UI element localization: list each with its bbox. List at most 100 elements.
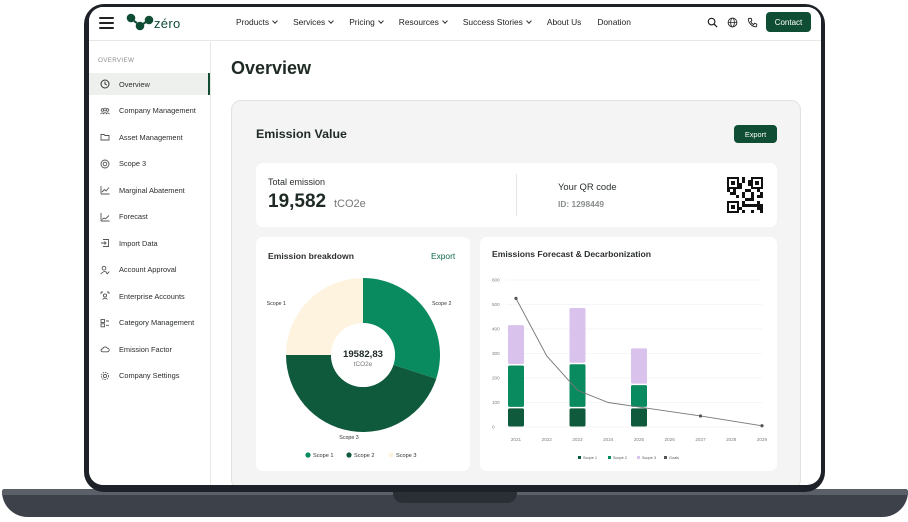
sidebar-section-label: OVERVIEW	[98, 57, 135, 64]
search-icon[interactable]	[707, 17, 718, 28]
goals-line	[515, 298, 763, 427]
nav-item-label: Resources	[398, 17, 439, 27]
qr-code-id: ID: 1298449	[558, 199, 605, 209]
y-tick-label: 600	[492, 278, 500, 283]
bar-scope-2-2025[interactable]	[631, 385, 647, 407]
sidebar-item-overview[interactable]: Overview	[89, 73, 210, 95]
gear-icon	[100, 371, 110, 380]
nav-item-label: Services	[293, 17, 326, 27]
sidebar-item-label: Account Approval	[119, 265, 177, 274]
bar-scope-3-2023[interactable]	[569, 307, 586, 363]
x-tick-label: 2024	[603, 437, 614, 442]
y-tick-label: 0	[492, 425, 495, 430]
folder-icon	[100, 134, 110, 141]
page-title: Overview	[231, 58, 312, 78]
category-icon	[100, 318, 109, 327]
sidebar-item-asset-management[interactable]: Asset Management	[89, 126, 210, 148]
chevron-down-icon	[377, 17, 384, 24]
nav-item-products[interactable]: Products	[236, 17, 278, 27]
sidebar-item-label: Enterprise Accounts	[119, 291, 185, 301]
donut-slice-scope-2[interactable]	[286, 355, 437, 432]
bar-scope-2-2021[interactable]	[508, 365, 524, 407]
total-emission-label: Total emission	[268, 177, 326, 187]
users-icon	[100, 107, 110, 114]
sidebar-item-company-management[interactable]: Company Management	[89, 100, 210, 122]
x-tick-label: 2023	[572, 437, 583, 442]
donut-slice-scope-3[interactable]	[286, 278, 363, 355]
bar-scope-3-2021[interactable]	[508, 325, 524, 365]
legend-swatch	[346, 452, 352, 458]
legend-swatch	[608, 456, 611, 459]
donut-slices	[286, 278, 440, 432]
x-tick-label: 2027	[695, 437, 706, 442]
sidebar-item-forecast[interactable]: Forecast	[89, 206, 210, 228]
sidebar-item-enterprise-accounts[interactable]: Enterprise Accounts	[89, 285, 210, 307]
card-divider	[516, 174, 517, 216]
legend-swatch	[637, 456, 640, 459]
sidebar-item-marginal-abatement[interactable]: Marginal Abatement	[89, 179, 210, 201]
sidebar-item-scope-3[interactable]: Scope 3	[89, 153, 210, 175]
sidebar-item-emission-factor[interactable]: Emission Factor	[89, 338, 210, 360]
contact-button[interactable]: Contact	[766, 12, 811, 32]
sidebar-item-label: Asset Management	[119, 132, 183, 142]
nav-item-label: Success Stories	[462, 17, 523, 27]
sidebar-item-import-data[interactable]: Import Data	[89, 232, 210, 254]
sidebar-item-label: Overview	[119, 79, 150, 89]
x-tick-label: 2022	[542, 437, 553, 442]
cloud-icon	[100, 346, 110, 353]
sidebar-item-label: Company Management	[119, 106, 196, 115]
sidebar-item-account-approval[interactable]: Account Approval	[89, 259, 210, 281]
nav-item-success-stories[interactable]: Success Stories	[462, 17, 532, 27]
sidebar-item-label: Marginal Abatement	[119, 185, 185, 195]
zero-logo[interactable]: zéro	[126, 13, 186, 35]
target-icon	[100, 159, 110, 168]
goals-point	[514, 296, 518, 300]
qr-code-label: Your QR code	[558, 181, 617, 192]
import-icon	[101, 239, 109, 247]
legend-label: Scope 2	[354, 453, 375, 459]
x-tick-label: 2026	[665, 437, 676, 442]
sidebar-item-label: Category Management	[119, 318, 195, 327]
export-button[interactable]: Export	[734, 125, 777, 143]
sidebar-item-label: Emission Factor	[119, 344, 172, 354]
bar-scope-1-2025[interactable]	[631, 408, 647, 427]
nav-item-resources[interactable]: Resources	[398, 17, 448, 27]
y-tick-label: 500	[492, 302, 500, 307]
y-tick-label: 200	[492, 376, 500, 381]
bar-scope-3-2025[interactable]	[631, 348, 647, 384]
legend-label: Scope 3	[642, 456, 656, 460]
sidebar-item-company-settings[interactable]: Company Settings	[89, 365, 210, 387]
main-nav: Products Services Pricing Resources Success …	[236, 17, 631, 27]
sidebar-item-category-management[interactable]: Category Management	[89, 312, 210, 334]
x-tick-label: 2029	[757, 437, 768, 442]
hamburger-menu-icon[interactable]	[99, 17, 114, 29]
y-tick-label: 100	[492, 400, 500, 405]
total-emission-value: 19,582	[268, 191, 327, 212]
globe-icon[interactable]	[727, 17, 738, 28]
nav-item-services[interactable]: Services	[293, 17, 335, 27]
nav-item-label: Products	[236, 17, 270, 27]
breakdown-export-link[interactable]: Export	[431, 251, 456, 261]
nav-item-donation[interactable]: Donation	[597, 17, 631, 27]
user-check-icon	[100, 265, 110, 274]
total-emission-card: Total emission 19,582 tCO2e Your QR code…	[256, 163, 777, 227]
nav-item-label: Pricing	[349, 17, 375, 27]
bar-scope-2-2023[interactable]	[569, 364, 586, 407]
phone-icon[interactable]	[747, 17, 758, 28]
nav-item-about-us[interactable]: About Us	[547, 17, 581, 27]
bar-scope-1-2023[interactable]	[569, 408, 586, 427]
nav-item-pricing[interactable]: Pricing	[349, 17, 384, 27]
x-tick-label: 2025	[634, 437, 645, 442]
donut-slice-label: Scope 2	[432, 301, 451, 307]
sidebar: OVERVIEW Overview Company Management Asset…	[89, 42, 211, 485]
goals-point	[760, 424, 764, 428]
sidebar-item-label: Scope 3	[119, 159, 147, 168]
donut-slice-scope-1[interactable]	[363, 278, 440, 379]
logo-text: zéro	[154, 16, 181, 31]
legend-swatch	[664, 456, 667, 459]
donut-hole	[331, 323, 395, 387]
qr-code-image[interactable]	[727, 177, 763, 213]
bar-scope-1-2021[interactable]	[508, 408, 524, 427]
